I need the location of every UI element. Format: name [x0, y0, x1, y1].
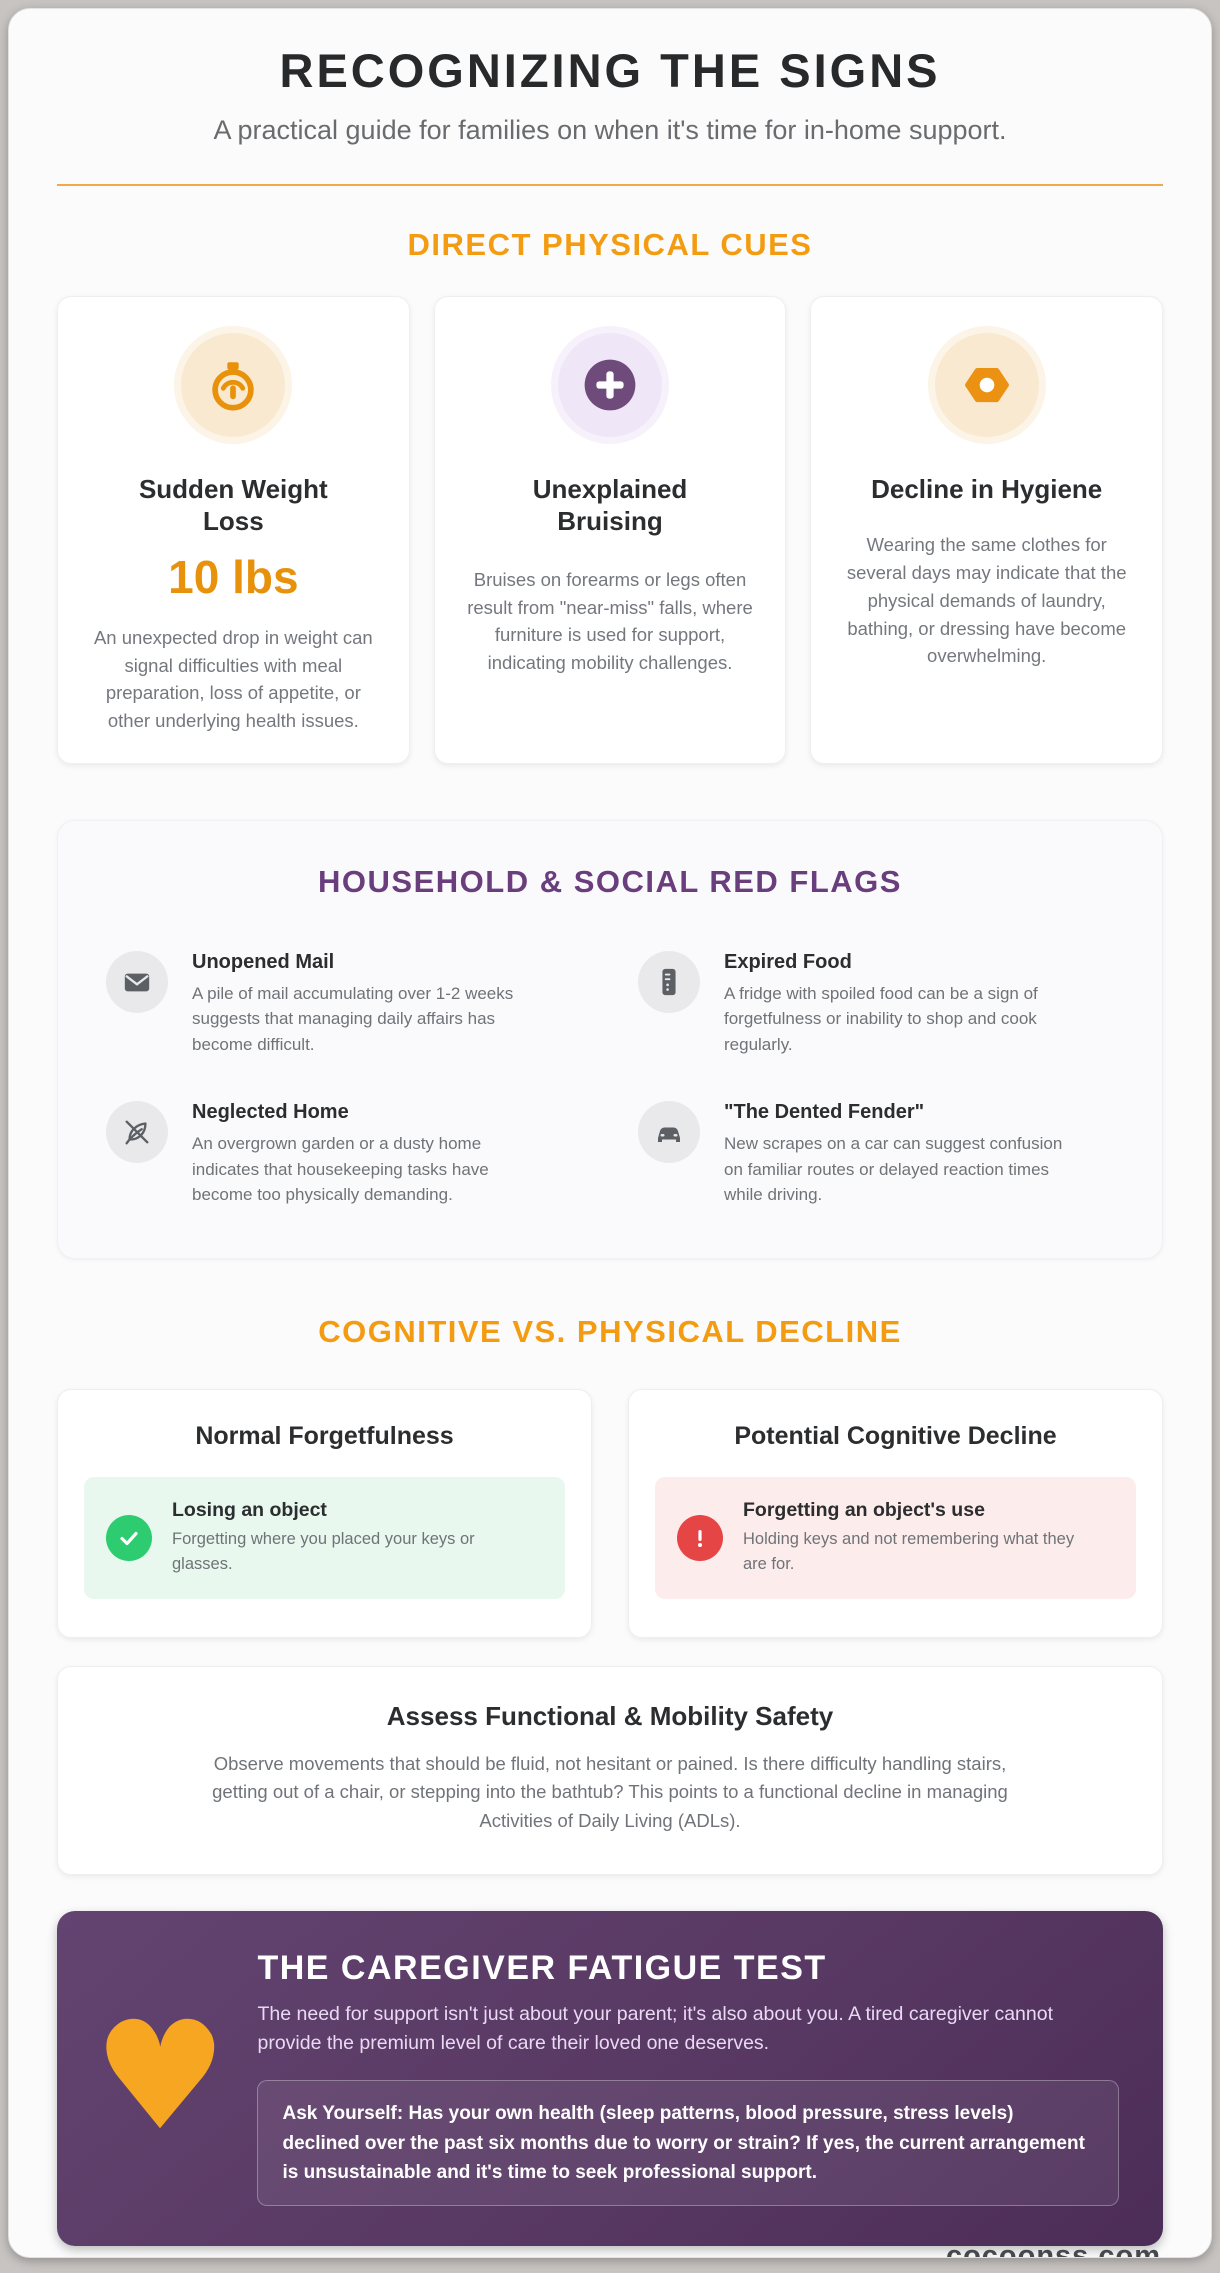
flag-title: Expired Food	[724, 950, 852, 973]
section-heading-household: HOUSEHOLD & SOCIAL RED FLAGS	[318, 863, 902, 899]
mobility-body: Observe movements that should be fluid, …	[212, 1752, 1008, 1831]
flag-title: Neglected Home	[192, 1101, 349, 1124]
cog-card-title: Potential Cognitive Decline	[734, 1422, 1057, 1451]
fatigue-content: THE CAREGIVER FATIGUE TEST The need for …	[257, 1949, 1119, 2207]
card-description: Wearing the same clothes for several day…	[846, 534, 1127, 667]
example-text: Holding keys and not remembering what th…	[743, 1530, 1075, 1573]
flag-dented-fender: "The Dented Fender" New scrapes on a car…	[638, 1101, 1114, 1208]
card-potential-cognitive-decline: Potential Cognitive Decline Forgetting a…	[628, 1389, 1163, 1638]
ask-yourself-box: Ask Yourself: Has your own health (sleep…	[257, 2080, 1119, 2207]
flag-title: "The Dented Fender"	[724, 1101, 925, 1124]
card-normal-forgetfulness: Normal Forgetfulness Losing an object Fo…	[57, 1389, 592, 1638]
check-icon	[106, 1514, 152, 1561]
fatigue-heading: THE CAREGIVER FATIGUE TEST	[257, 1948, 827, 1987]
household-section: HOUSEHOLD & SOCIAL RED FLAGS Unopened Ma…	[57, 819, 1163, 1259]
neglected-plant-icon	[106, 1101, 168, 1164]
flag-neglected-home: Neglected Home An overgrown garden or a …	[106, 1101, 582, 1208]
section-heading-physical: DIRECT PHYSICAL CUES	[407, 226, 813, 262]
card-title: Decline in Hygiene	[871, 473, 1103, 504]
alert-icon	[677, 1514, 723, 1561]
website-url: cocoonss.com	[945, 2240, 1161, 2258]
flag-description: A fridge with spoiled food can be a sign…	[724, 983, 1038, 1054]
example-text: Forgetting where you placed your keys or…	[172, 1530, 475, 1573]
plus-icon	[558, 332, 662, 437]
normal-example-box: Losing an object Forgetting where you pl…	[84, 1477, 565, 1599]
weight-loss-stat: 10 lbs	[168, 550, 299, 603]
card-sudden-weight-loss: Sudden Weight Loss 10 lbs An unexpected …	[57, 295, 410, 764]
mail-icon	[106, 950, 168, 1013]
card-description: Bruises on forearms or legs often result…	[467, 568, 753, 674]
flag-description: A pile of mail accumulating over 1-2 wee…	[192, 983, 514, 1054]
card-title: Unexplained Bruising	[532, 473, 688, 537]
page-subtitle: A practical guide for families on when i…	[213, 114, 1007, 145]
flag-title: Unopened Mail	[192, 950, 335, 973]
heart-icon: ♥	[93, 1989, 228, 2164]
card-unexplained-bruising: Unexplained Bruising Bruises on forearms…	[433, 295, 787, 764]
caregiver-fatigue-panel: ♥ THE CAREGIVER FATIGUE TEST The need fo…	[57, 1910, 1163, 2247]
card-decline-in-hygiene: Decline in Hygiene Wearing the same clot…	[810, 295, 1164, 764]
cognitive-cards-row: Normal Forgetfulness Losing an object Fo…	[57, 1389, 1163, 1638]
fatigue-body: The need for support isn't just about yo…	[257, 2002, 1053, 2054]
mobility-card: Assess Functional & Mobility Safety Obse…	[57, 1665, 1163, 1875]
page-title: RECOGNIZING THE SIGNS	[279, 44, 941, 97]
fridge-icon	[638, 950, 700, 1013]
flag-expired-food: Expired Food A fridge with spoiled food …	[638, 950, 1114, 1058]
section-heading-cognitive: COGNITIVE VS. PHYSICAL DECLINE	[318, 1313, 902, 1349]
cog-card-title: Normal Forgetfulness	[195, 1422, 454, 1451]
card-title: Sudden Weight Loss	[138, 473, 328, 537]
decline-example-box: Forgetting an object's use Holding keys …	[655, 1477, 1136, 1599]
flag-unopened-mail: Unopened Mail A pile of mail accumulatin…	[106, 950, 582, 1058]
car-icon	[638, 1101, 700, 1164]
example-title: Forgetting an object's use	[743, 1499, 985, 1522]
physical-cards-row: Sudden Weight Loss 10 lbs An unexpected …	[57, 295, 1164, 764]
gauge-icon	[181, 332, 286, 437]
flag-description: An overgrown garden or a dusty home indi…	[192, 1134, 489, 1205]
nut-icon	[934, 332, 1039, 437]
mobility-title: Assess Functional & Mobility Safety	[386, 1700, 834, 1731]
card-description: An unexpected drop in weight can signal …	[93, 626, 373, 732]
flag-grid: Unopened Mail A pile of mail accumulatin…	[106, 950, 1114, 1208]
example-title: Losing an object	[172, 1499, 327, 1522]
orange-divider	[57, 183, 1163, 186]
infographic-sheet: RECOGNIZING THE SIGNS A practical guide …	[8, 8, 1212, 2258]
flag-description: New scrapes on a car can suggest confusi…	[724, 1134, 1063, 1205]
